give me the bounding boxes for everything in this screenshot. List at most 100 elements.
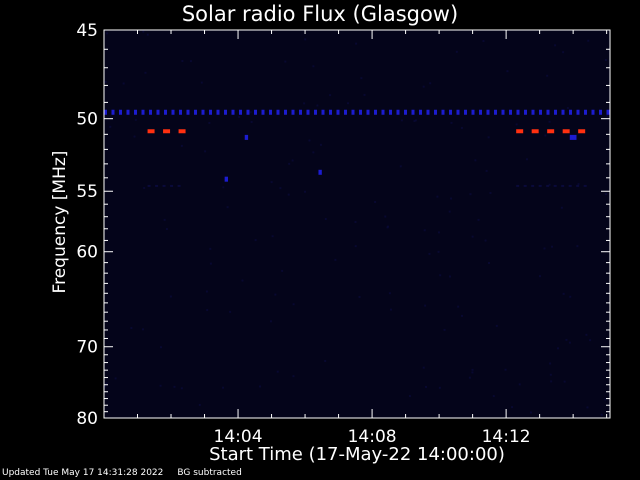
signal-mark: [179, 109, 182, 115]
signal-mark: [336, 109, 340, 115]
noise-speck: [422, 85, 425, 88]
signal-mark: [254, 109, 257, 115]
noise-speck: [400, 119, 403, 122]
noise-speck: [549, 362, 552, 365]
noise-speck: [180, 144, 183, 147]
noise-speck: [546, 74, 549, 77]
noise-speck: [324, 360, 327, 363]
signal-mark: [119, 109, 122, 115]
signal-mark: [201, 109, 205, 115]
noise-speck: [529, 411, 532, 414]
noise-speck: [484, 239, 487, 242]
signal-mark: [318, 169, 322, 175]
signal-mark: [591, 109, 595, 115]
noise-speck: [429, 82, 432, 85]
noise-speck: [308, 139, 311, 142]
noise-speck: [606, 114, 609, 117]
noise-speck: [422, 366, 425, 369]
noise-speck: [163, 218, 166, 221]
y-tick-label: 70: [76, 338, 98, 358]
noise-speck: [384, 215, 387, 218]
signal-mark: [269, 109, 272, 115]
signal-mark: [531, 109, 535, 115]
signal-mark: [291, 109, 295, 115]
noise-speck: [165, 228, 168, 231]
noise-speck: [105, 382, 108, 385]
signal-mark: [351, 109, 355, 115]
signal-mark: [584, 109, 587, 115]
noise-speck: [589, 339, 592, 342]
signal-mark: [111, 109, 115, 115]
noise-speck: [142, 30, 145, 33]
noise-speck: [269, 320, 272, 323]
signal-mark: [321, 109, 325, 115]
signal-mark: [531, 184, 535, 187]
noise-speck: [450, 121, 453, 124]
noise-speck: [425, 385, 428, 388]
noise-speck: [455, 50, 458, 53]
noise-speck: [448, 210, 451, 213]
noise-speck: [544, 134, 547, 137]
signal-mark: [134, 109, 137, 115]
noise-speck: [304, 38, 307, 41]
noise-speck: [450, 197, 453, 200]
noise-speck: [504, 368, 507, 371]
noise-speck: [399, 165, 402, 168]
signal-mark: [163, 129, 171, 134]
noise-speck: [587, 39, 590, 42]
noise-speck: [141, 328, 144, 331]
signal-mark: [244, 134, 249, 140]
noise-speck: [312, 151, 315, 154]
noise-speck: [360, 77, 363, 80]
noise-speck: [304, 190, 307, 193]
signal-mark: [359, 109, 362, 115]
noise-speck: [354, 221, 357, 224]
signal-mark: [546, 109, 550, 115]
signal-mark: [344, 109, 347, 115]
noise-speck: [482, 40, 485, 43]
signal-mark: [576, 184, 580, 187]
noise-speck: [566, 107, 569, 110]
noise-speck: [122, 82, 125, 85]
noise-speck: [495, 324, 498, 327]
noise-speck: [276, 370, 279, 373]
noise-speck: [312, 65, 315, 68]
signal-mark: [366, 109, 370, 115]
signal-mark: [434, 109, 437, 115]
noise-speck: [200, 81, 203, 84]
signal-mark: [276, 109, 280, 115]
signal-mark: [471, 109, 475, 115]
noise-speck: [208, 121, 211, 124]
signal-mark: [516, 109, 520, 115]
noise-speck: [226, 206, 229, 209]
noise-speck: [423, 229, 426, 232]
noise-speck: [408, 395, 411, 398]
plot-background: [104, 30, 610, 418]
y-axis-label-text: Frequency [MHz]: [50, 150, 70, 294]
noise-speck: [134, 118, 137, 121]
noise-speck: [460, 126, 463, 129]
signal-mark: [494, 109, 497, 115]
noise-speck: [604, 193, 607, 196]
signal-mark: [464, 109, 467, 115]
signal-mark: [374, 109, 377, 115]
noise-speck: [389, 308, 392, 311]
noise-speck: [288, 162, 291, 165]
signal-mark: [177, 184, 181, 187]
signal-mark: [156, 109, 160, 115]
noise-speck: [461, 314, 464, 317]
noise-speck: [274, 293, 277, 296]
noise-speck: [358, 295, 361, 298]
noise-speck: [109, 125, 112, 128]
noise-speck: [324, 218, 327, 221]
signal-mark: [419, 109, 422, 115]
signal-mark: [561, 184, 565, 187]
footer-note: BG subtracted: [177, 468, 242, 478]
noise-speck: [471, 371, 474, 374]
noise-speck: [281, 269, 284, 272]
noise-speck: [374, 201, 377, 204]
noise-speck: [604, 59, 607, 62]
noise-speck: [549, 373, 552, 376]
noise-speck: [104, 80, 107, 83]
